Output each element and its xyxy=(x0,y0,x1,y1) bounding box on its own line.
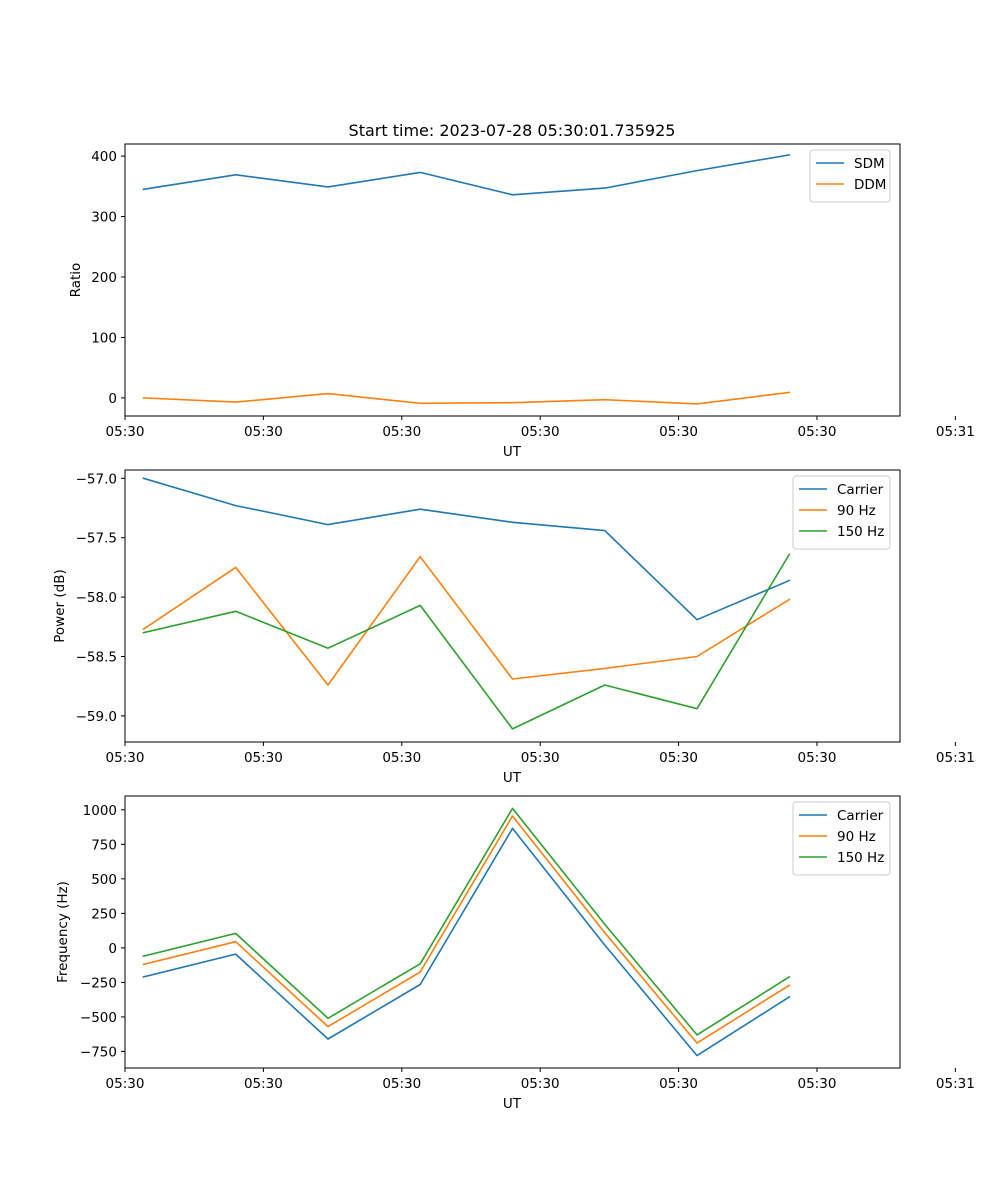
legend-entry: Carrier xyxy=(837,808,884,824)
x-tick-label: 05:30 xyxy=(521,1076,560,1092)
x-tick-label: 05:30 xyxy=(382,424,421,440)
x-tick-label: 05:30 xyxy=(382,1076,421,1092)
y-tick-label: 100 xyxy=(91,330,117,346)
chart-title: Start time: 2023-07-28 05:30:01.735925 xyxy=(349,121,676,140)
x-tick-label: 05:30 xyxy=(244,424,283,440)
y-tick-label: 400 xyxy=(91,149,117,165)
x-tick-label: 05:30 xyxy=(106,1076,145,1092)
legend-entry: 150 Hz xyxy=(837,850,884,866)
legend: Carrier 90 Hz 150 Hz xyxy=(792,801,891,876)
series-line-150-hz xyxy=(142,807,791,1036)
x-axis-label: UT xyxy=(503,444,522,460)
y-axis-label: Frequency (Hz) xyxy=(55,881,71,983)
x-axis-label: UT xyxy=(503,1096,522,1112)
chart-panel-1: 05:30 05:30 05:30 05:30 05:30 05:30 05:31 0 100 2… xyxy=(68,121,975,460)
legend: SDM DDM xyxy=(809,149,891,203)
chart-panel-2: 05:30 05:30 05:30 05:30 05:30 05:30 05:31 −57.0… xyxy=(52,469,975,786)
x-tick-label: 05:30 xyxy=(244,1076,283,1092)
axes-frame xyxy=(124,469,901,743)
series-line-carrier xyxy=(142,827,791,1057)
y-tick-label: 500 xyxy=(91,872,117,888)
y-tick-label: −57.0 xyxy=(76,471,117,487)
y-tick-label: 250 xyxy=(91,906,117,922)
x-tick-label: 05:30 xyxy=(659,424,698,440)
series-line-90-hz xyxy=(142,555,791,686)
x-tick-label: 05:30 xyxy=(798,1076,837,1092)
series-line-carrier xyxy=(142,477,791,621)
series-line-sdm xyxy=(142,153,791,196)
y-tick-label: −58.0 xyxy=(76,590,117,606)
x-tick-label: 05:30 xyxy=(244,750,283,766)
y-tick-label: −750 xyxy=(80,1044,117,1060)
x-tick-label: 05:30 xyxy=(798,750,837,766)
y-tick-label: −500 xyxy=(80,1010,117,1026)
legend: Carrier 90 Hz 150 Hz xyxy=(792,475,891,550)
y-tick-label: −57.5 xyxy=(76,531,117,547)
legend-entry: SDM xyxy=(854,156,885,172)
legend-entry: 90 Hz xyxy=(837,829,876,845)
x-tick-label: 05:30 xyxy=(106,424,145,440)
axes-frame xyxy=(124,143,901,417)
legend-entry: 150 Hz xyxy=(837,524,884,540)
x-tick-label: 05:31 xyxy=(936,750,975,766)
legend-entry: DDM xyxy=(854,177,886,193)
chart-panels: 05:30 05:30 05:30 05:30 05:30 05:30 05:31 0 100 2… xyxy=(52,121,975,1112)
y-tick-label: 1000 xyxy=(83,803,117,819)
x-tick-label: 05:30 xyxy=(798,424,837,440)
x-tick-label: 05:30 xyxy=(659,1076,698,1092)
x-tick-label: 05:31 xyxy=(936,424,975,440)
y-tick-label: −250 xyxy=(80,975,117,991)
series-line-150-hz xyxy=(142,553,791,730)
axes-frame xyxy=(124,795,901,1069)
chart-panel-3: 05:30 05:30 05:30 05:30 05:30 05:30 05:31 1000 7… xyxy=(55,795,975,1112)
y-tick-label: −59.0 xyxy=(76,709,117,725)
series-line-ddm xyxy=(142,391,791,405)
x-tick-label: 05:30 xyxy=(106,750,145,766)
y-tick-label: 0 xyxy=(108,941,117,957)
x-tick-label: 05:30 xyxy=(382,750,421,766)
y-tick-label: 300 xyxy=(91,210,117,226)
legend-entry: 90 Hz xyxy=(837,503,876,519)
y-tick-label: 750 xyxy=(91,837,117,853)
series-line-90-hz xyxy=(142,815,791,1044)
y-tick-label: 0 xyxy=(108,391,117,407)
x-tick-label: 05:30 xyxy=(659,750,698,766)
x-tick-label: 05:31 xyxy=(936,1076,975,1092)
y-tick-label: −58.5 xyxy=(76,649,117,665)
x-axis-label: UT xyxy=(503,770,522,786)
x-tick-label: 05:30 xyxy=(521,424,560,440)
y-tick-label: 200 xyxy=(91,270,117,286)
y-axis-label: Ratio xyxy=(68,263,84,298)
legend-entry: Carrier xyxy=(837,482,884,498)
y-axis-label: Power (dB) xyxy=(52,569,68,642)
x-tick-label: 05:30 xyxy=(521,750,560,766)
